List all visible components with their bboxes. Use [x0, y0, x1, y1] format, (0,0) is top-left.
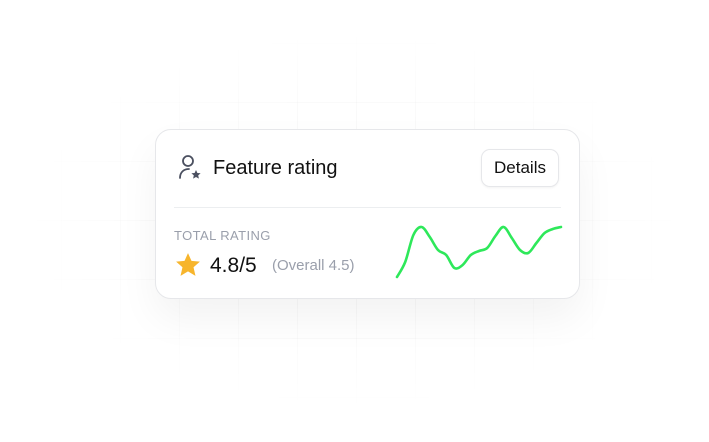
total-rating-label: TOTAL RATING	[174, 228, 271, 243]
divider	[174, 207, 561, 208]
card-title: Feature rating	[213, 157, 338, 179]
star-icon	[176, 253, 200, 276]
rating-score: 4.8/5	[210, 254, 257, 277]
feature-rating-card: Feature rating Details TOTAL RATING 4.8/…	[155, 129, 580, 299]
rating-sparkline	[395, 225, 563, 279]
sparkline-series	[395, 225, 563, 279]
details-button[interactable]: Details	[481, 149, 559, 187]
user-star-icon	[179, 155, 201, 179]
overall-rating: (Overall 4.5)	[272, 257, 355, 274]
